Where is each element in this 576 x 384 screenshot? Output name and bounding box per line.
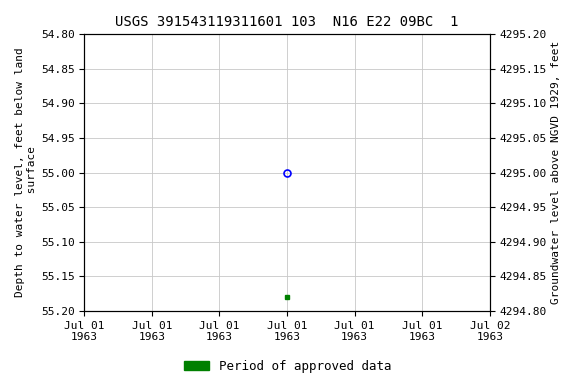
Title: USGS 391543119311601 103  N16 E22 09BC  1: USGS 391543119311601 103 N16 E22 09BC 1	[115, 15, 458, 29]
Legend: Period of approved data: Period of approved data	[179, 355, 397, 378]
Y-axis label: Groundwater level above NGVD 1929, feet: Groundwater level above NGVD 1929, feet	[551, 41, 561, 304]
Y-axis label: Depth to water level, feet below land
 surface: Depth to water level, feet below land su…	[15, 48, 37, 298]
